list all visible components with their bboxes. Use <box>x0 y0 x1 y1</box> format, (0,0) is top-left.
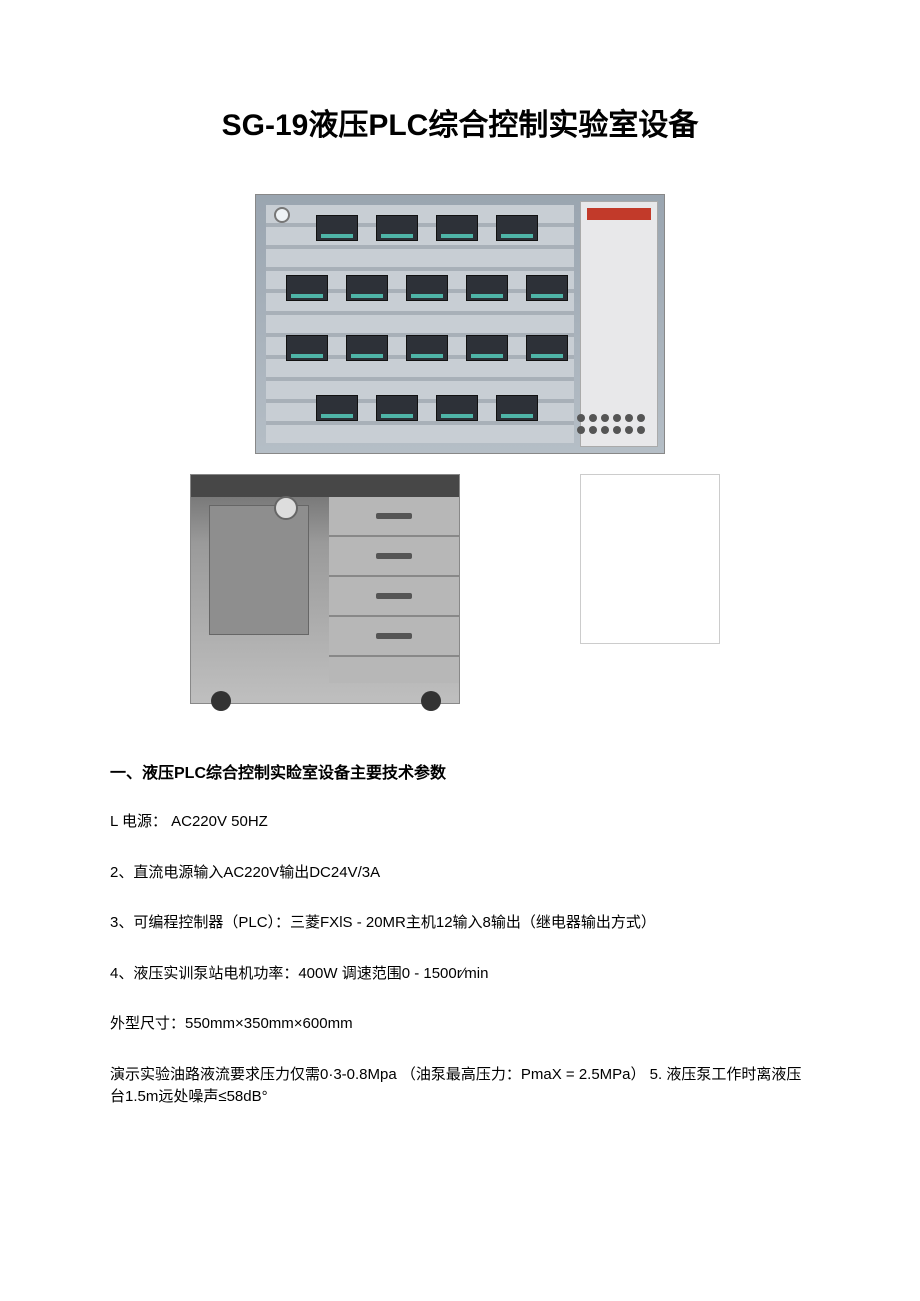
spec-line: 演示实验油路液流要求压力仅需0·3-0.8Mpa （油泵最高压力：PmaX = … <box>110 1064 810 1109</box>
control-knob <box>613 414 621 422</box>
hydraulic-valve <box>376 395 418 421</box>
hydraulic-valve <box>436 395 478 421</box>
control-knobs <box>577 414 647 434</box>
section-header: 一、液压PLC综合控制实睑室设备主要技术参数 <box>110 759 810 783</box>
cart-wheel <box>421 691 441 711</box>
image-row-1 <box>110 194 810 454</box>
hydraulic-valve <box>346 335 388 361</box>
hydraulic-valve <box>466 275 508 301</box>
spec-line: 2、直流电源输入AC220V输出DC24V/3A <box>110 862 810 885</box>
control-knob <box>637 414 645 422</box>
hydraulic-valve <box>376 215 418 241</box>
spec-line: L 电源： AC220V 50HZ <box>110 811 810 834</box>
page-title: SG-19液压PLC综合控制实验室设备 <box>110 100 810 144</box>
control-knob <box>637 426 645 434</box>
cart-drawer <box>329 617 459 657</box>
cart-drawers <box>329 497 459 683</box>
hydraulic-valve <box>496 215 538 241</box>
control-knob <box>613 426 621 434</box>
cart-drawer <box>329 577 459 617</box>
control-knob <box>625 426 633 434</box>
pressure-gauge-icon <box>274 207 290 223</box>
hydraulic-valve <box>286 275 328 301</box>
cart-drawer <box>329 497 459 537</box>
hydraulic-valve <box>466 335 508 361</box>
cart-drawer <box>329 537 459 577</box>
control-knob <box>601 426 609 434</box>
hydraulic-valve <box>496 395 538 421</box>
hydraulic-valve <box>346 275 388 301</box>
blank-placeholder-image <box>580 474 720 644</box>
control-knob <box>589 426 597 434</box>
hydraulic-cart-image <box>190 474 460 704</box>
hydraulic-valve <box>406 275 448 301</box>
spec-line: 4、液压实训泵站电机功率：400W 调速范围0 - 1500r∕min <box>110 963 810 986</box>
control-knob <box>577 414 585 422</box>
spec-line: 外型尺寸：550mm×350mm×600mm <box>110 1013 810 1036</box>
control-knob <box>589 414 597 422</box>
spec-line: 3、可编程控制器（PLC）：三菱FXlS - 20MR主机12输入8输出（继电器… <box>110 912 810 935</box>
control-knob <box>625 414 633 422</box>
control-knob <box>601 414 609 422</box>
hydraulic-valve <box>316 215 358 241</box>
cart-top-bar <box>191 475 459 497</box>
equipment-panel-image <box>255 194 665 454</box>
control-panel-right <box>580 201 658 447</box>
cart-wheel <box>211 691 231 711</box>
pump-unit <box>209 505 309 635</box>
control-knob <box>577 426 585 434</box>
hydraulic-valve <box>406 335 448 361</box>
hydraulic-valve <box>316 395 358 421</box>
hydraulic-valve <box>526 275 568 301</box>
hydraulic-valve <box>436 215 478 241</box>
hydraulic-valve <box>526 335 568 361</box>
image-row-2 <box>190 474 810 704</box>
hydraulic-valve <box>286 335 328 361</box>
